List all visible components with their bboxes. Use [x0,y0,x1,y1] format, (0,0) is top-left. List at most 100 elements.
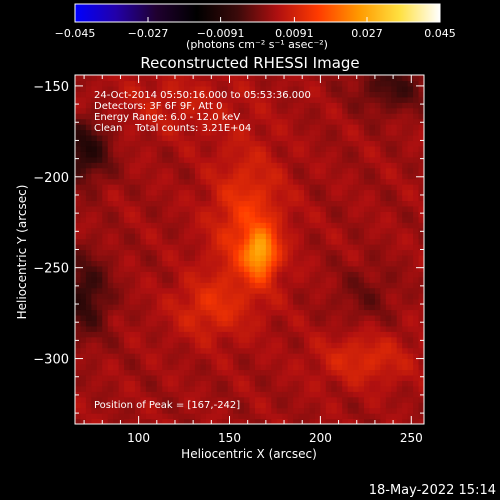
heatmap-cell [140,271,147,278]
heatmap-cell [249,402,256,409]
heatmap-cell [402,129,409,136]
heatmap-cell [418,391,424,398]
heatmap-cell [216,205,223,212]
heatmap-cell [385,265,392,272]
heatmap-cell [298,374,305,381]
heatmap-cell [118,314,125,321]
heatmap-cell [271,91,278,98]
heatmap-cell [249,107,256,114]
heatmap-cell [391,385,398,392]
heatmap-cell [80,304,87,311]
heatmap-cell [364,244,371,251]
heatmap-cell [293,189,300,196]
heatmap-cell [314,222,321,229]
heatmap-cell [304,156,311,163]
heatmap-cell [402,320,409,327]
heatmap-cell [233,309,240,316]
heatmap-cell [374,418,381,424]
heatmap-cell [167,369,174,376]
heatmap-cell [167,418,174,424]
heatmap-cell [80,254,87,261]
heatmap-cell [102,96,109,103]
heatmap-cell [211,145,218,152]
heatmap-cell [342,167,349,174]
heatmap-cell [265,320,272,327]
heatmap-cell [336,189,343,196]
heatmap-cell [271,282,278,289]
heatmap-cell [113,184,120,191]
heatmap-cell [233,396,240,403]
heatmap-cell [75,80,82,87]
heatmap-cell [80,211,87,218]
heatmap-cell [107,91,114,98]
heatmap-cell [309,167,316,174]
heatmap-cell [407,331,414,338]
heatmap-cell [304,96,311,103]
heatmap-cell [189,124,196,131]
heatmap-cell [216,331,223,338]
heatmap-cell [194,364,202,371]
heatmap-cell [413,364,420,371]
heatmap-cell [145,173,152,180]
heatmap-cell [287,314,294,321]
heatmap-cell [374,80,381,87]
colorbar-tick-label: −0.0091 [197,27,245,40]
heatmap-cell [304,80,311,87]
heatmap-cell [413,265,420,272]
heatmap-cell [200,107,207,114]
heatmap-cell [173,385,180,392]
heatmap-cell [118,107,125,114]
heatmap-cell [96,342,103,349]
heatmap-cell [162,413,169,420]
heatmap-cell [200,347,207,354]
heatmap-cell [304,287,311,294]
heatmap-cell [80,233,87,240]
heatmap-cell [369,194,376,202]
heatmap-cell [194,145,202,152]
heatmap-cell [211,358,218,365]
heatmap-cell [189,391,196,398]
y-tick-label: −250 [33,262,69,277]
heatmap-cell [91,369,98,376]
heatmap-cell [167,167,174,174]
heatmap-cell [380,238,387,245]
heatmap-cell [156,325,163,332]
heatmap-cell [260,358,267,365]
heatmap-cell [113,173,120,180]
heatmap-cell [184,325,191,332]
heatmap-cell [244,342,251,349]
heatmap-cell [102,91,109,98]
heatmap-cell [396,336,403,343]
heatmap-cell [309,233,316,240]
x-tick-label: 200 [309,431,332,445]
heatmap-cell [145,113,152,120]
heatmap-cell [156,211,163,218]
heatmap-cell [396,189,403,196]
heatmap-cell [96,380,103,387]
heatmap-cell [336,140,343,147]
heatmap-cell [162,402,169,409]
heatmap-cell [227,342,234,349]
heatmap-cell [238,216,245,223]
heatmap-cell [238,200,245,207]
heatmap-cell [276,374,283,381]
heatmap-cell [113,102,120,109]
heatmap-cell [124,353,131,360]
heatmap-cell [194,134,202,142]
heatmap-cell [342,309,349,316]
heatmap-cell [194,200,202,207]
heatmap-cell [145,331,152,338]
heatmap-cell [353,205,360,212]
heatmap-cell [276,358,283,365]
heatmap-cell [129,342,136,349]
heatmap-cell [167,211,174,218]
heatmap-cell [287,325,294,332]
heatmap-cell [276,151,283,158]
heatmap-cell [331,80,338,87]
heatmap-cell [276,369,283,376]
heatmap-cell [418,276,424,283]
heatmap-cell [167,374,174,381]
heatmap-cell [331,124,338,131]
heatmap-cell [331,189,338,196]
